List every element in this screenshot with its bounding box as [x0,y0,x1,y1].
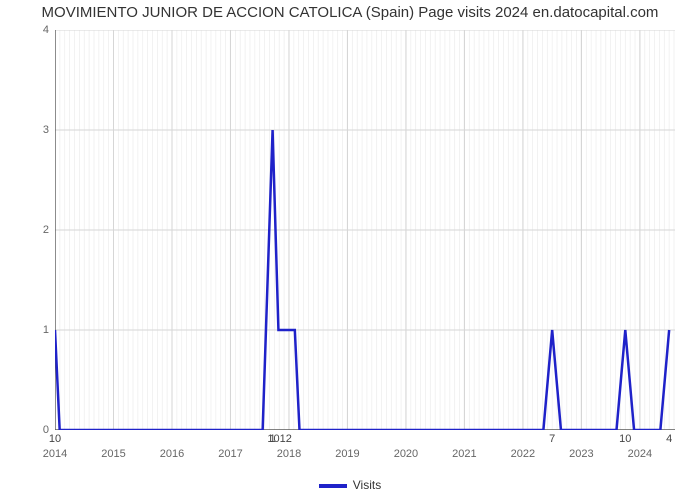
legend-swatch [319,484,347,488]
chart-title: MOVIMIENTO JUNIOR DE ACCION CATOLICA (Sp… [0,4,700,21]
chart-legend: Visits [0,478,700,492]
legend-text: Visits [353,478,381,492]
chart-plot [55,30,675,430]
